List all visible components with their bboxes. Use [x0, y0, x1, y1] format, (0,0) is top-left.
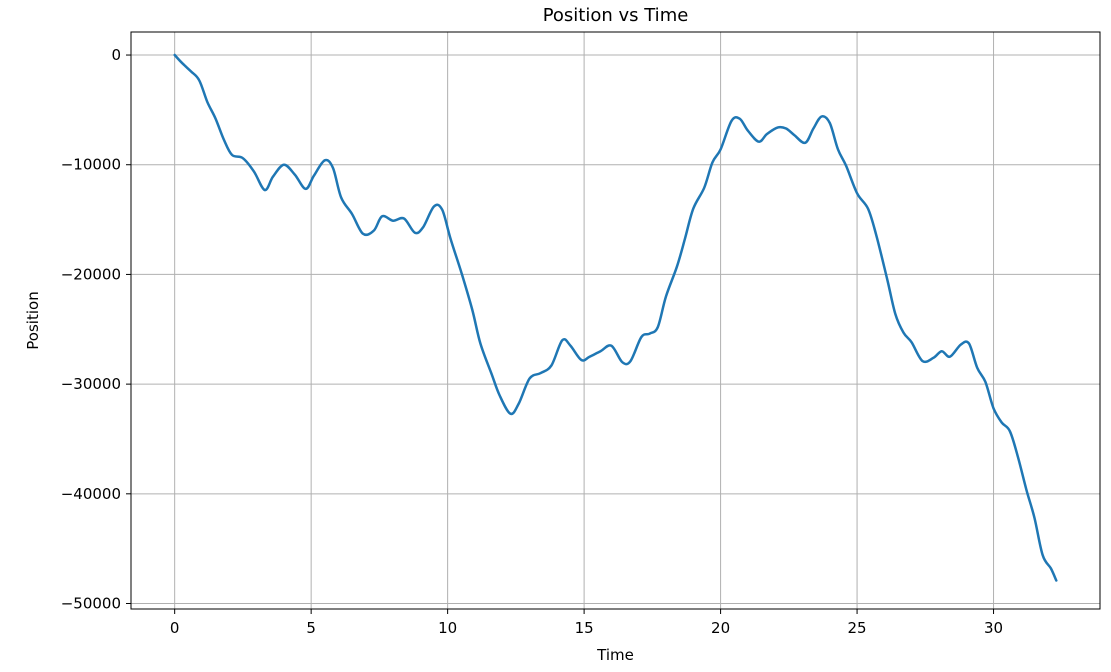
ticks: 0 5 10 15 20 25 30 0 −10000 −20000 −30000 −40000 −50…	[61, 46, 1003, 637]
plot-area	[173, 53, 1058, 582]
x-tick-label: 15	[575, 619, 594, 637]
x-axis-title: Time	[596, 646, 634, 664]
axes-frame	[130, 31, 1101, 610]
x-tick-label: 10	[438, 619, 457, 637]
x-tick-label: 25	[848, 619, 867, 637]
y-axis-title: Position	[24, 291, 42, 349]
chart-title: Position vs Time	[543, 5, 689, 26]
grid	[131, 32, 1100, 609]
y-tick-label: −20000	[61, 265, 121, 283]
y-tick-label: −50000	[61, 595, 121, 613]
y-tick-label: −40000	[61, 485, 121, 503]
series-line	[173, 53, 1058, 582]
x-tick-label: 30	[984, 619, 1003, 637]
x-tick-label: 0	[170, 619, 180, 637]
y-tick-label: −10000	[61, 156, 121, 174]
y-tick-label: 0	[111, 46, 121, 64]
x-tick-label: 20	[711, 619, 730, 637]
x-tick-label: 5	[306, 619, 316, 637]
y-tick-label: −30000	[61, 375, 121, 393]
